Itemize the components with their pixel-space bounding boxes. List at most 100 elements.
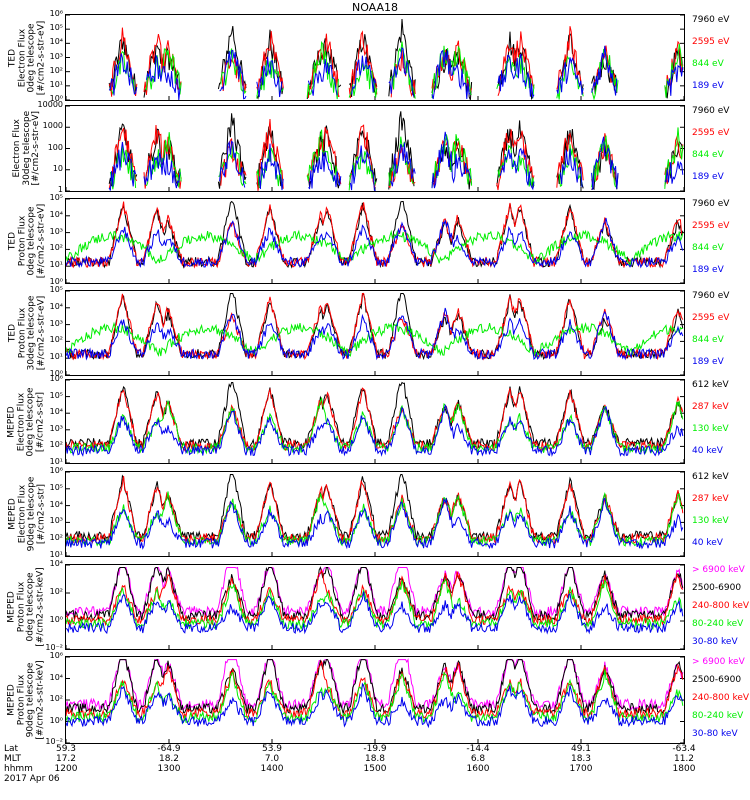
y-axis-label-line: TED (7, 231, 18, 251)
plot-frame (65, 105, 685, 192)
y-axis-label-line: [#/cm2-s-str-eV] (30, 111, 41, 186)
series-trace (497, 144, 535, 187)
legend-entry: 240-800 keV (692, 601, 750, 611)
legend-entry: 40 keV (692, 538, 723, 548)
legend-entry: > 6900 keV (692, 657, 745, 667)
y-axis-label-line: [#/cm2-s-str-eV] (35, 20, 46, 95)
legend-entry: 2595 eV (692, 128, 730, 138)
y-tick-label: 10⁻² (45, 737, 63, 746)
legend-entry: 30-80 keV (692, 729, 738, 739)
legend-entry: 2500-6900 (692, 675, 742, 685)
footer-lat-value: -19.9 (363, 744, 387, 754)
y-axis-label-text: TED Proton Flux 0deg telescope [#/cm2-s-str… (7, 203, 46, 279)
y-tick-label: 10000 (37, 100, 63, 109)
y-axis-label: MEPED Proton Flux 90deg telescope [#/cm2-s-… (4, 656, 50, 744)
y-tick-label: 10² (49, 335, 63, 345)
y-tick-label: 10⁴ (49, 559, 63, 568)
series-trace (65, 403, 684, 458)
legend-entry: 80-240 keV (692, 711, 744, 721)
series-trace (351, 55, 377, 95)
y-tick-label: 10⁴ (49, 672, 63, 682)
y-axis-label-line: 30deg telescope (26, 295, 36, 371)
y-axis-label-line: [#/cm2-s-str-eV] (35, 203, 46, 279)
footer-hhmm-value: 1500 (363, 764, 387, 774)
y-tick-label: 1000 (42, 121, 63, 131)
series-trace (65, 660, 684, 720)
legend-entry: 2595 eV (692, 313, 730, 323)
series-trace (218, 144, 247, 187)
y-tick-label: 10⁶ (49, 651, 63, 660)
panel-3 (65, 198, 685, 284)
y-tick-label: 1 (57, 185, 63, 194)
series-trace (143, 152, 181, 189)
series-trace (219, 140, 246, 188)
series-trace (389, 142, 416, 187)
legend-entry: 612 keV (692, 472, 729, 482)
legend-entry: 844 eV (692, 335, 724, 345)
plot-area-2 (65, 105, 685, 192)
y-axis-label-text: MEPED Proton Flux 90deg telescope [#/cm2-s-… (7, 660, 46, 740)
series-trace (311, 58, 338, 96)
panel-5 (65, 379, 685, 464)
series-trace (556, 132, 584, 188)
legend-entry: 30-80 keV (692, 637, 738, 647)
y-axis-label-text: MEPED Proton Flux 0deg telescope [#/cm2-s-s… (7, 567, 46, 646)
series-trace (145, 132, 182, 188)
series-trace (65, 307, 684, 361)
chart-title: NOAA18 (351, 1, 399, 14)
y-tick-label: 10² (49, 65, 63, 75)
series-trace (65, 229, 684, 268)
series-trace (256, 56, 283, 98)
plot-frame (65, 14, 685, 101)
series-trace (108, 141, 137, 191)
panel-8 (65, 656, 685, 744)
y-tick-label: 10⁴ (49, 499, 63, 509)
y-tick-label: 10² (49, 694, 63, 703)
series-trace (497, 54, 535, 99)
panel-1 (65, 14, 685, 101)
y-tick-label: 10² (49, 533, 63, 543)
legend-entry: 2595 eV (692, 221, 730, 231)
series-trace (431, 49, 471, 100)
y-tick-label: 10⁰ (49, 715, 63, 725)
y-axis-label-line: MEPED (7, 498, 17, 530)
y-tick-label: 10³ (49, 516, 63, 526)
legend-entry: 287 keV (692, 402, 729, 412)
legend-entry: 189 eV (692, 172, 724, 182)
y-tick-label: 10¹ (49, 457, 63, 466)
series-trace (556, 26, 584, 94)
series-trace (497, 31, 535, 96)
y-tick-label: 10⁰ (49, 615, 63, 624)
y-tick-label: 10¹ (49, 550, 63, 559)
footer-hhmm-value: 1200 (54, 764, 78, 774)
series-trace (559, 148, 583, 188)
series-trace (664, 127, 684, 189)
plot-area-5 (65, 379, 685, 464)
series-trace (431, 131, 471, 189)
y-axis-label-line: [#/cm2-s-str-keV] (35, 660, 46, 740)
y-tick-label: 10⁻² (45, 643, 63, 652)
series-trace (65, 658, 684, 715)
y-tick-label: 10³ (49, 226, 63, 236)
y-axis-label: MEPED Proton Flux 0deg telescope [#/cm2-s-s… (4, 564, 50, 650)
series-trace (591, 45, 618, 96)
y-tick-label: 10⁵ (49, 193, 63, 202)
y-axis-label-line: TED (7, 48, 18, 67)
series-trace (256, 118, 284, 191)
y-tick-label: 10⁶ (49, 9, 63, 18)
footer-mlt-value: 17.2 (55, 754, 77, 764)
y-axis-label: TED Proton Flux 30deg telescope [#/cm2-s-st… (4, 290, 50, 376)
footer-hhmm-value: 1700 (569, 764, 593, 774)
legend-entry: 287 keV (692, 494, 729, 504)
legend-entry: 612 keV (692, 380, 729, 390)
y-tick-label: 10 (52, 163, 63, 173)
y-axis-label: MEPED Electron Flux 0deg telescope [#/cm2-s… (4, 379, 50, 464)
series-trace (499, 147, 535, 191)
y-axis-label: Electron Flux 30deg telescope [#/cm2-s-str… (4, 105, 50, 192)
plot-frame (65, 290, 685, 376)
legend-entry: 130 keV (692, 424, 729, 434)
series-trace (258, 143, 284, 191)
series-trace (108, 53, 138, 96)
y-tick-label: 10¹ (49, 79, 63, 89)
